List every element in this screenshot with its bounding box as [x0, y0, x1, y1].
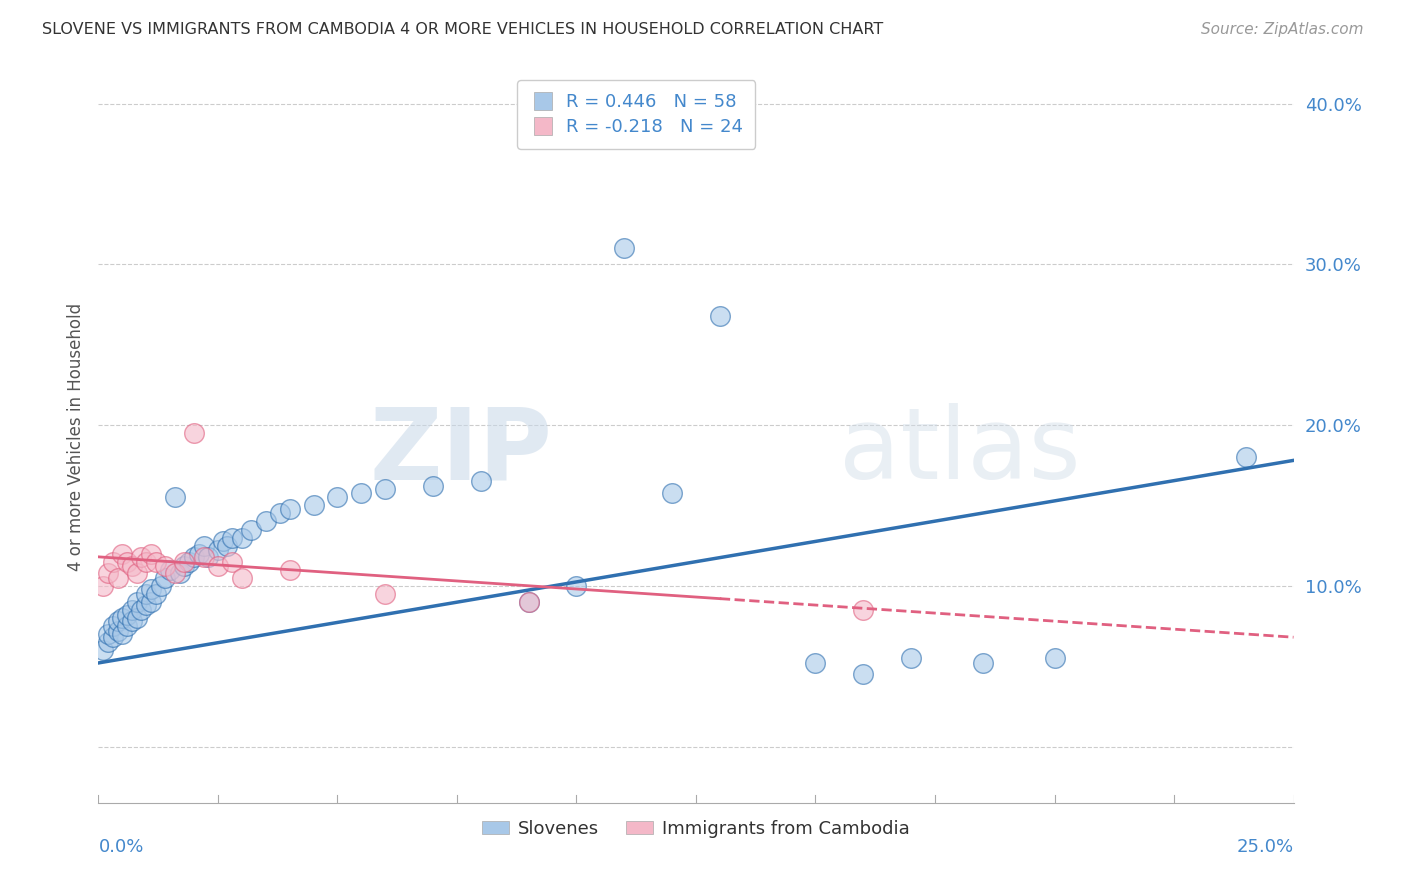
Point	[183, 549, 205, 564]
Point	[1043, 651, 1066, 665]
Point	[278, 501, 301, 516]
Point	[302, 499, 325, 513]
Point	[470, 475, 492, 489]
Point	[149, 579, 172, 593]
Point	[517, 595, 540, 609]
Point	[179, 555, 201, 569]
Point	[135, 587, 157, 601]
Point	[207, 543, 229, 558]
Point	[111, 627, 134, 641]
Point	[121, 614, 143, 628]
Point	[163, 566, 186, 580]
Point	[145, 587, 167, 601]
Text: ZIP: ZIP	[370, 403, 553, 500]
Point	[278, 563, 301, 577]
Point	[661, 485, 683, 500]
Point	[121, 603, 143, 617]
Point	[125, 611, 148, 625]
Point	[97, 627, 120, 641]
Point	[125, 566, 148, 580]
Point	[207, 559, 229, 574]
Point	[972, 656, 994, 670]
Point	[900, 651, 922, 665]
Point	[350, 485, 373, 500]
Point	[326, 491, 349, 505]
Point	[107, 571, 129, 585]
Point	[565, 579, 588, 593]
Point	[131, 603, 153, 617]
Point	[139, 582, 162, 596]
Point	[139, 547, 162, 561]
Point	[115, 607, 138, 622]
Point	[101, 619, 124, 633]
Point	[111, 547, 134, 561]
Point	[517, 595, 540, 609]
Point	[155, 571, 177, 585]
Point	[422, 479, 444, 493]
Point	[163, 491, 186, 505]
Point	[135, 555, 157, 569]
Point	[193, 539, 215, 553]
Text: 25.0%: 25.0%	[1236, 838, 1294, 855]
Point	[101, 630, 124, 644]
Point	[159, 563, 181, 577]
Text: SLOVENE VS IMMIGRANTS FROM CAMBODIA 4 OR MORE VEHICLES IN HOUSEHOLD CORRELATION : SLOVENE VS IMMIGRANTS FROM CAMBODIA 4 OR…	[42, 22, 883, 37]
Point	[97, 635, 120, 649]
Point	[187, 547, 209, 561]
Point	[125, 595, 148, 609]
Point	[231, 571, 253, 585]
Point	[197, 549, 219, 564]
Point	[131, 549, 153, 564]
Point	[374, 483, 396, 497]
Point	[211, 533, 233, 548]
Point	[374, 587, 396, 601]
Point	[111, 611, 134, 625]
Point	[135, 598, 157, 612]
Text: atlas: atlas	[839, 403, 1081, 500]
Point	[155, 559, 177, 574]
Point	[217, 539, 239, 553]
Point	[173, 559, 195, 574]
Point	[852, 667, 875, 681]
Point	[107, 624, 129, 638]
Point	[269, 507, 291, 521]
Point	[804, 656, 827, 670]
Point	[173, 555, 195, 569]
Point	[221, 531, 243, 545]
Text: 0.0%: 0.0%	[98, 838, 143, 855]
Point	[107, 614, 129, 628]
Text: Source: ZipAtlas.com: Source: ZipAtlas.com	[1201, 22, 1364, 37]
Point	[709, 309, 731, 323]
Y-axis label: 4 or more Vehicles in Household: 4 or more Vehicles in Household	[66, 303, 84, 571]
Point	[91, 643, 114, 657]
Point	[221, 555, 243, 569]
Point	[97, 566, 120, 580]
Point	[852, 603, 875, 617]
Point	[231, 531, 253, 545]
Point	[254, 515, 277, 529]
Point	[91, 579, 114, 593]
Point	[145, 555, 167, 569]
Point	[115, 555, 138, 569]
Point	[115, 619, 138, 633]
Point	[613, 241, 636, 255]
Point	[1234, 450, 1257, 465]
Point	[139, 595, 162, 609]
Point	[193, 549, 215, 564]
Point	[240, 523, 263, 537]
Point	[121, 559, 143, 574]
Point	[169, 566, 191, 580]
Point	[183, 425, 205, 440]
Point	[101, 555, 124, 569]
Legend: Slovenes, Immigrants from Cambodia: Slovenes, Immigrants from Cambodia	[475, 813, 917, 845]
